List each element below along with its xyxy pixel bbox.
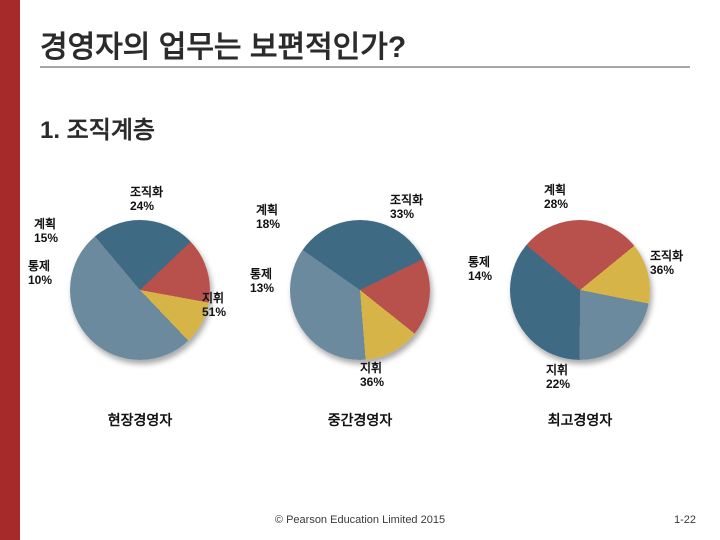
slice-label: 조직화33% [390,194,423,222]
chart-block: 계획28%통제14%지휘22%조직화36%최고경영자 [470,200,690,430]
slice-label: 통제10% [28,260,52,288]
page-title: 경영자의 업무는 보편적인가? [40,22,406,66]
accent-bar [0,0,20,540]
chart-caption: 최고경영자 [470,410,690,430]
chart-block: 조직화33%계획18%통제13%지휘36%중간경영자 [250,200,470,430]
slice-label: 통제14% [468,256,492,284]
slice-label: 통제13% [250,268,274,296]
chart-caption: 현장경영자 [30,410,250,430]
section-title: 1. 조직계층 [40,110,155,145]
slice-label: 지휘36% [360,362,384,390]
footer-page-number: 1-22 [674,514,696,526]
chart-caption: 중간경영자 [250,410,470,430]
pie-chart [510,220,650,360]
footer-copyright: © Pearson Education Limited 2015 [0,514,720,526]
slice-label: 조직화24% [130,186,163,214]
title-underline [40,66,690,68]
pie-chart [290,220,430,360]
slice-label: 지휘51% [202,292,226,320]
charts-row: 조직화24%계획15%통제10%지휘51%현장경영자조직화33%계획18%통제1… [30,200,690,430]
slice-label: 지휘22% [546,364,570,392]
slice-label: 계획15% [34,218,58,246]
chart-block: 조직화24%계획15%통제10%지휘51%현장경영자 [30,200,250,430]
slice-label: 조직화36% [650,250,683,278]
slide: 경영자의 업무는 보편적인가? 1. 조직계층 조직화24% 계획15% 통제10%… [0,0,720,540]
slice-label: 계획18% [256,204,280,232]
slice-label: 계획28% [544,184,568,212]
pie-chart [70,220,210,360]
